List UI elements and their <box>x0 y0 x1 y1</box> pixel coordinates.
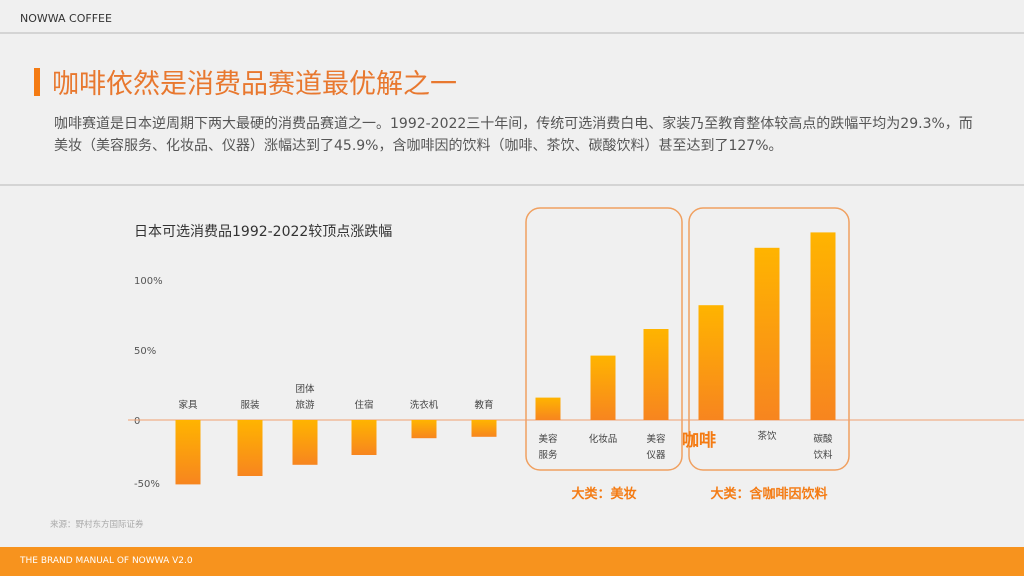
category-label: 美容 <box>538 433 558 445</box>
category-label: 住宿 <box>354 399 373 411</box>
category-label: 美容 <box>646 433 666 445</box>
title-text: 咖啡依然是消费品赛道最优解之一 <box>52 69 457 100</box>
brand-name: NOWWA COFFEE <box>20 12 112 25</box>
category-label: 化妆品 <box>589 433 618 445</box>
group-label: 大类：美妆 <box>571 486 636 502</box>
bar <box>351 420 377 455</box>
bar <box>810 232 836 420</box>
divider <box>0 32 1024 34</box>
y-tick-label: 100% <box>134 276 163 287</box>
chart-title: 日本可选消费品1992-2022较顶点涨跌幅 <box>134 224 392 240</box>
bar <box>471 420 497 437</box>
bar <box>175 420 201 485</box>
group-box <box>525 207 683 471</box>
group-box <box>688 207 850 471</box>
y-tick-label: 0 <box>134 416 140 427</box>
category-label: 教育 <box>474 399 493 411</box>
bar <box>754 247 780 420</box>
footer: THE BRAND MANUAL OF NOWWA V2.0 <box>0 547 1024 576</box>
bar <box>411 420 437 439</box>
category-label: 洗衣机 <box>410 399 439 411</box>
source-note: 来源：野村东方国际证券 <box>50 519 144 530</box>
category-label: 服装 <box>240 399 260 411</box>
category-label: 家具 <box>178 399 198 411</box>
bar <box>535 397 561 420</box>
divider <box>0 184 1024 186</box>
bar <box>292 420 318 465</box>
category-label: 咖啡 <box>682 430 716 451</box>
y-tick-label: -50% <box>134 479 160 490</box>
title-accent-bar <box>34 67 40 96</box>
group-label: 大类：含咖啡因饮料 <box>710 486 827 502</box>
category-label: 团体 <box>295 383 315 395</box>
category-label: 仪器 <box>646 450 666 461</box>
category-label: 碳酸 <box>813 433 833 445</box>
category-label: 服务 <box>538 449 558 461</box>
bar <box>698 305 724 420</box>
category-label: 旅游 <box>295 399 315 411</box>
page-title: 咖啡依然是消费品赛道最优解之一 <box>34 62 457 101</box>
bar <box>590 355 616 420</box>
description: 咖啡赛道是日本逆周期下两大最硬的消费品赛道之一。1992-2022三十年间，传统… <box>54 116 973 154</box>
category-label: 茶饮 <box>757 430 777 442</box>
bar <box>237 420 263 476</box>
y-tick-label: 50% <box>134 346 156 357</box>
category-label: 饮料 <box>813 449 833 461</box>
bar <box>643 329 669 420</box>
